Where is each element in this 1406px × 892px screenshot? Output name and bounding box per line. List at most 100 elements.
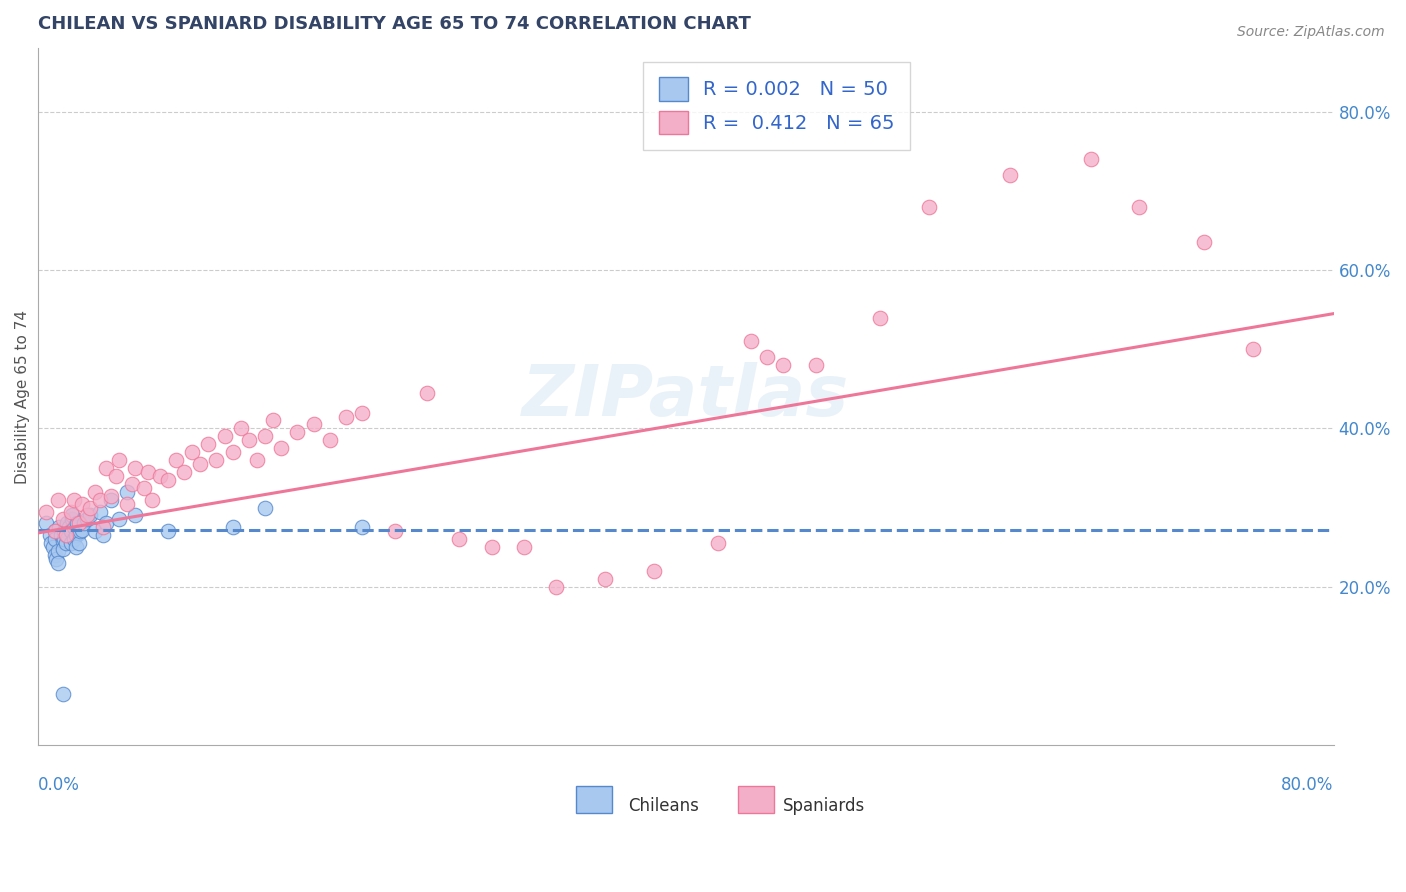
Point <box>89 504 111 518</box>
Point <box>60 508 83 523</box>
Point <box>52 687 75 701</box>
FancyBboxPatch shape <box>576 786 612 813</box>
Point <box>1080 153 1102 167</box>
Point <box>63 492 86 507</box>
Point <box>214 429 236 443</box>
Point <box>869 310 891 325</box>
Point <box>124 461 146 475</box>
Point <box>44 548 66 562</box>
Point <box>302 417 325 432</box>
Point <box>643 564 665 578</box>
Point <box>117 497 139 511</box>
Legend: R = 0.002   N = 50, R =  0.412   N = 65: R = 0.002 N = 50, R = 0.412 N = 65 <box>643 62 910 150</box>
Point <box>352 406 374 420</box>
FancyBboxPatch shape <box>738 786 775 813</box>
Point <box>384 524 406 539</box>
Point <box>49 528 72 542</box>
Point <box>124 508 146 523</box>
Point <box>48 520 70 534</box>
Point <box>105 469 128 483</box>
Point <box>173 465 195 479</box>
Point <box>67 516 90 531</box>
Point <box>262 413 284 427</box>
Point <box>165 453 187 467</box>
Point <box>593 572 616 586</box>
Point <box>352 520 374 534</box>
Point <box>416 385 439 400</box>
Point <box>804 358 827 372</box>
Point <box>205 453 228 467</box>
Point <box>229 421 252 435</box>
Point <box>67 525 90 540</box>
Point <box>740 334 762 349</box>
Point <box>35 516 58 531</box>
Point <box>70 523 93 537</box>
Point <box>100 489 122 503</box>
Point <box>70 497 93 511</box>
Point <box>918 200 941 214</box>
Point <box>481 540 503 554</box>
Point <box>197 437 219 451</box>
Point <box>65 540 87 554</box>
Point <box>73 516 96 531</box>
Point <box>59 524 82 539</box>
Point <box>84 524 107 539</box>
Text: Spaniards: Spaniards <box>783 797 865 815</box>
Point <box>46 556 69 570</box>
Point <box>53 533 76 547</box>
Point <box>253 429 276 443</box>
Point <box>141 492 163 507</box>
Point <box>56 528 79 542</box>
Point <box>287 425 309 440</box>
Point <box>513 540 536 554</box>
Point <box>42 540 65 554</box>
Point <box>100 492 122 507</box>
Point <box>221 520 243 534</box>
Y-axis label: Disability Age 65 to 74: Disability Age 65 to 74 <box>15 310 30 483</box>
Point <box>335 409 357 424</box>
Point <box>707 536 730 550</box>
Text: Chileans: Chileans <box>627 797 699 815</box>
Point <box>91 528 114 542</box>
Point <box>55 528 77 542</box>
Point <box>45 552 67 566</box>
Point <box>52 533 75 548</box>
Point <box>246 453 269 467</box>
Point <box>108 512 131 526</box>
Point <box>60 512 83 526</box>
Point <box>89 492 111 507</box>
Point <box>79 500 101 515</box>
Point <box>52 512 75 526</box>
Point <box>221 445 243 459</box>
Point <box>270 441 292 455</box>
Point <box>121 476 143 491</box>
Point <box>76 512 98 526</box>
Point <box>117 484 139 499</box>
Point <box>79 508 101 523</box>
Point <box>55 520 77 534</box>
Text: 80.0%: 80.0% <box>1281 776 1334 795</box>
Point <box>238 434 260 448</box>
Point <box>38 528 60 542</box>
Point <box>63 520 86 534</box>
Point <box>53 524 76 539</box>
Point <box>52 541 75 556</box>
Point <box>67 536 90 550</box>
Point <box>132 481 155 495</box>
Point <box>39 536 62 550</box>
Text: ZIPatlas: ZIPatlas <box>522 362 849 431</box>
Point <box>58 520 80 534</box>
Text: Source: ZipAtlas.com: Source: ZipAtlas.com <box>1237 25 1385 39</box>
Point <box>188 457 211 471</box>
Point <box>772 358 794 372</box>
Text: 0.0%: 0.0% <box>38 776 80 795</box>
Point <box>156 524 179 539</box>
Point <box>44 524 66 539</box>
Point <box>96 461 118 475</box>
Point <box>84 484 107 499</box>
Point <box>156 473 179 487</box>
Point <box>253 500 276 515</box>
Point <box>63 533 86 547</box>
Point <box>755 350 778 364</box>
Point <box>1128 200 1150 214</box>
